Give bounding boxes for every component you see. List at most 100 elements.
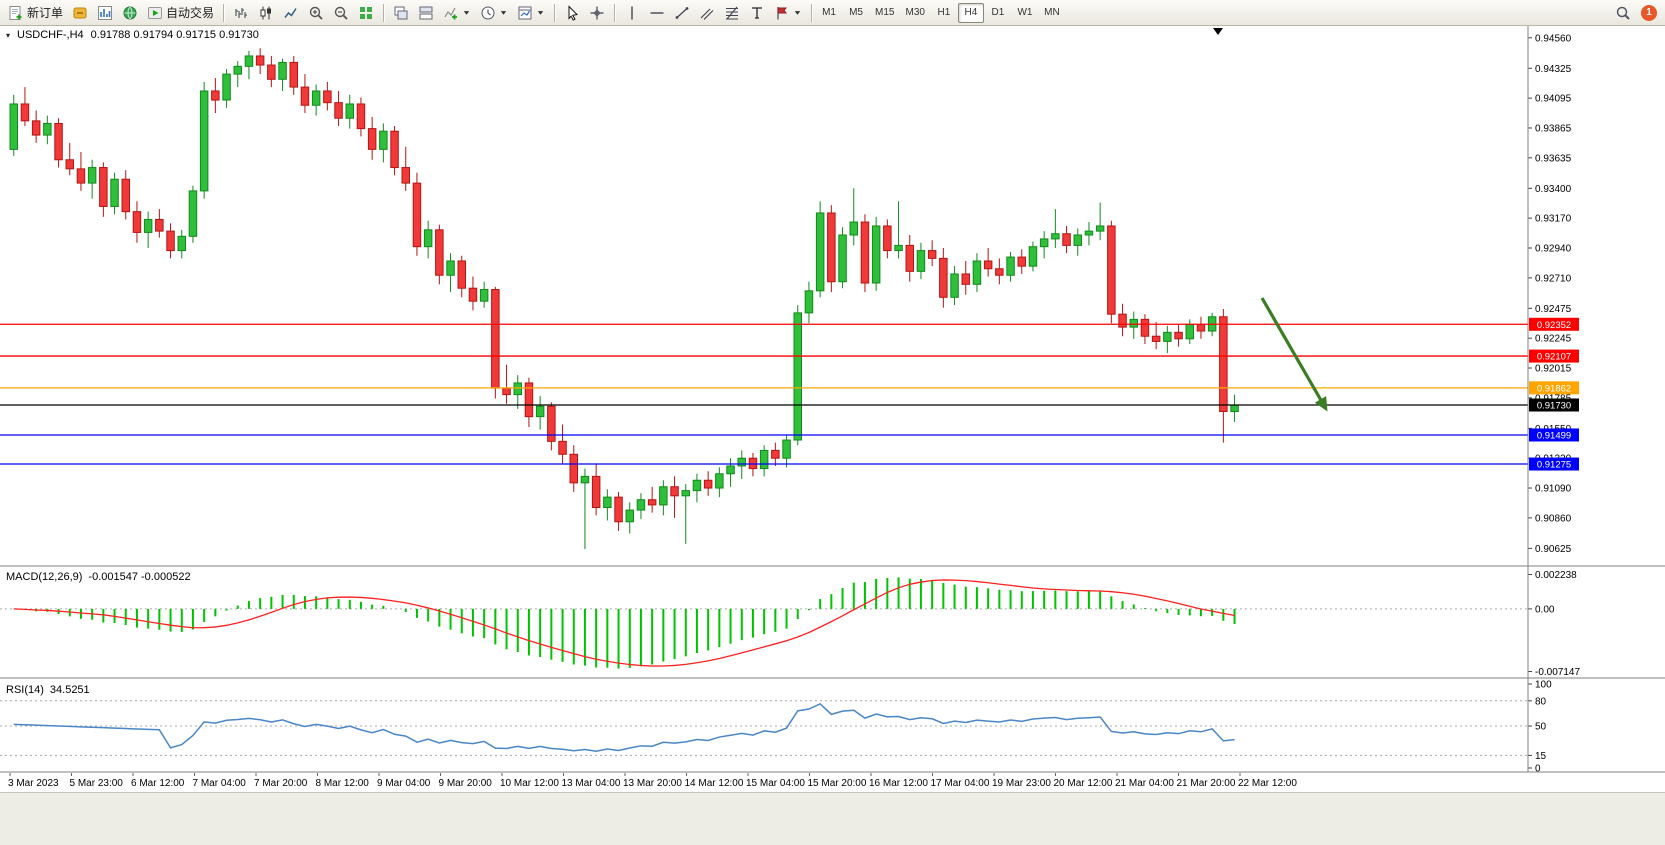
zoom-in-icon [308,5,324,21]
equidistant-channel-button[interactable] [695,2,719,24]
time-axis-label: 15 Mar 20:00 [808,778,867,789]
time-axis-label: 10 Mar 12:00 [500,778,559,789]
toolbar-separator [554,3,556,22]
candle-body [1039,238,1049,248]
arrange-cascade-button[interactable] [389,2,413,24]
caret-down-icon[interactable] [499,8,508,17]
candle-body [502,387,511,396]
window-bottom-area [0,792,1665,845]
price-label-box [1529,349,1579,363]
tile-icon [418,5,434,21]
zoom-in-button[interactable] [304,2,328,24]
candle-body [1118,313,1127,328]
chart-bars-button[interactable] [229,2,253,24]
fibonacci-button[interactable] [720,2,744,24]
tile-windows-button[interactable] [354,2,378,24]
auto-trading-button[interactable]: 自动交易 [143,2,218,24]
metaquotes-button[interactable] [68,2,92,24]
zoom-out-button[interactable] [329,2,353,24]
candle-body [793,312,802,441]
candle-body [334,102,343,119]
trend-arrow-object[interactable] [1260,297,1324,403]
text-label-button[interactable] [745,2,769,24]
timeframe-h4-button[interactable]: H4 [957,2,984,23]
timeframe-mn-button[interactable]: MN [1039,3,1065,23]
time-axis-label: 7 Mar 20:00 [254,778,308,789]
templates-button[interactable] [513,2,549,24]
chart-candlesticks-button[interactable] [254,2,278,24]
symbol-period-label: USDCHF-,H4 [17,29,84,41]
candle-body [177,235,186,252]
price-axis-label: 0.94560 [1535,33,1572,44]
candle-body [771,449,780,459]
candle-body [1028,246,1038,267]
one-click-trading-toggle-icon[interactable]: ▾ [6,30,11,40]
caret-down-icon[interactable] [462,8,471,17]
magnifier-icon [1615,5,1631,21]
trendline-button[interactable] [670,2,694,24]
new-order-label: 新订单 [27,6,64,20]
candle-body [591,475,601,509]
vertical-line-button[interactable] [620,2,644,24]
rsi-value: 34.5251 [49,684,90,696]
cursor-button[interactable] [560,2,584,24]
market-watch-button[interactable] [93,2,117,24]
price-axis-label: 0.93170 [1535,214,1572,225]
rsi-axis-label: 100 [1535,680,1552,691]
candle-body [636,499,646,511]
horizontal-line-button[interactable] [645,2,669,24]
search-button[interactable] [1611,2,1635,24]
candle-body [1185,324,1194,340]
candle-body [782,439,791,459]
cascade-icon [393,5,409,21]
indicators-button[interactable] [439,2,475,24]
candle-body [580,475,590,484]
timeframe-w1-button[interactable]: W1 [1012,3,1038,23]
crosshair-button[interactable] [585,2,609,24]
time-axis-label: 15 Mar 04:00 [746,778,805,789]
community-button[interactable] [118,2,142,24]
notification-badge[interactable]: 1 [1641,4,1657,21]
time-axis[interactable] [0,772,1665,792]
candle-body [446,260,455,276]
price-label-box [1529,428,1579,442]
price-axis-label: 0.93635 [1535,153,1572,164]
chart-title: ▾ USDCHF-,H4 0.91788 0.91794 0.91715 0.9… [6,29,259,41]
candle-body [1230,404,1239,412]
candle-body [31,120,41,136]
rsi-line [13,702,1235,752]
price-axis[interactable] [1528,26,1665,772]
arrange-tile-button[interactable] [414,2,438,24]
chart-shift-marker[interactable] [1213,28,1223,35]
caret-down-icon[interactable] [536,8,545,17]
chart-window[interactable]: 0.94560 0.94325 0.94095 0.93865 0.93635 0.934… [0,26,1665,792]
caret-down-icon[interactable] [793,8,802,17]
crosshair-icon [589,5,605,21]
arrow-objects-button[interactable] [770,2,806,24]
candle-body [838,234,847,283]
chart-background [0,26,1665,792]
price-label-box [1529,317,1579,331]
candle-body [1084,230,1094,236]
timeframe-d1-button[interactable]: D1 [985,3,1011,23]
candle-body [412,182,422,248]
candle-body [345,103,354,119]
timeframe-h1-button[interactable]: H1 [931,3,957,23]
candle-body [457,260,466,289]
candle-body [871,225,881,284]
candle-body [1107,225,1116,315]
timeframe-m5-button[interactable]: M5 [843,3,869,23]
timeframe-m1-button[interactable]: M1 [816,3,842,23]
candle-body [916,250,926,272]
timeframe-m30-button[interactable]: M30 [900,3,929,23]
candle-body [423,229,433,248]
rsi-axis-label: 80 [1535,696,1547,707]
periods-button[interactable] [476,2,512,24]
blue-chart-icon [97,5,113,21]
timeframe-m15-button[interactable]: M15 [870,3,899,23]
candle-body [468,287,478,302]
new-order-button[interactable]: 新订单 [4,2,67,24]
candle-body [569,453,578,484]
candle-body [1163,331,1172,342]
chart-line-button[interactable] [279,2,303,24]
